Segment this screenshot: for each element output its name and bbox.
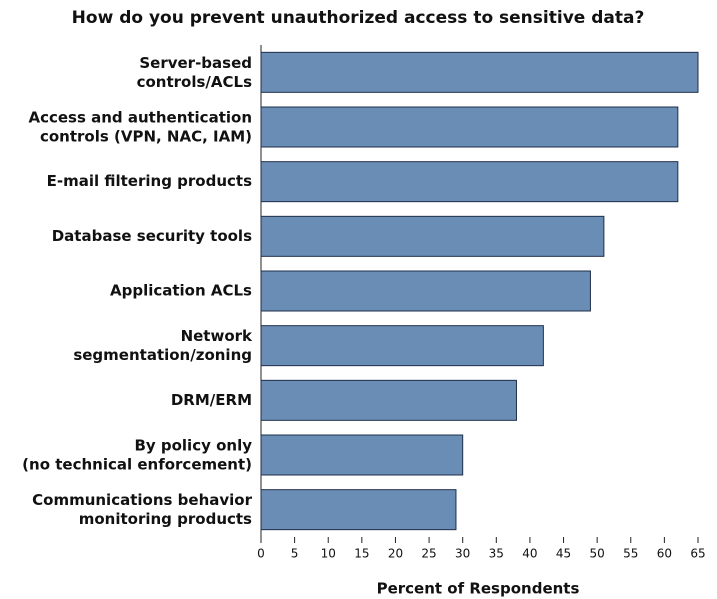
x-tick-label: 10	[321, 547, 336, 561]
x-tick-label: 20	[388, 547, 403, 561]
x-tick-label: 5	[291, 547, 299, 561]
x-tick-label: 25	[421, 547, 436, 561]
x-tick-label: 60	[657, 547, 672, 561]
y-tick-label: DRM/ERM	[171, 391, 252, 409]
bar	[260, 270, 591, 312]
x-tick-label: 15	[354, 547, 369, 561]
x-tick-label: 40	[522, 547, 537, 561]
x-tick-label: 35	[489, 547, 504, 561]
bar	[260, 161, 679, 203]
y-tick-label: Communications behavior monitoring produc…	[32, 491, 252, 528]
x-tick-label: 65	[690, 547, 705, 561]
bar	[260, 106, 679, 148]
bar	[260, 489, 457, 531]
bar	[260, 379, 517, 421]
y-tick-label: Database security tools	[52, 227, 252, 245]
bar	[260, 325, 544, 367]
y-tick-label: By policy only (no technical enforcement)	[22, 436, 252, 473]
x-axis-label: Percent of Respondents	[377, 580, 580, 598]
y-tick-label: Network segmentation/zoning	[73, 327, 253, 364]
y-tick-label: Server-based controls/ACLs	[137, 53, 252, 90]
x-tick-label: 0	[257, 547, 265, 561]
y-tick-label: Access and authentication controls (VPN, …	[28, 108, 252, 145]
bar	[260, 434, 464, 476]
bar	[260, 51, 699, 93]
x-tick-label: 55	[623, 547, 638, 561]
chart-title: How do you prevent unauthorized access t…	[72, 8, 645, 28]
y-tick-label: E-mail filtering products	[47, 172, 252, 190]
x-tick-label: 30	[455, 547, 470, 561]
x-tick-label: 45	[556, 547, 571, 561]
x-tick-label: 50	[590, 547, 605, 561]
bar	[260, 215, 605, 257]
y-tick-label: Application ACLs	[110, 282, 252, 300]
